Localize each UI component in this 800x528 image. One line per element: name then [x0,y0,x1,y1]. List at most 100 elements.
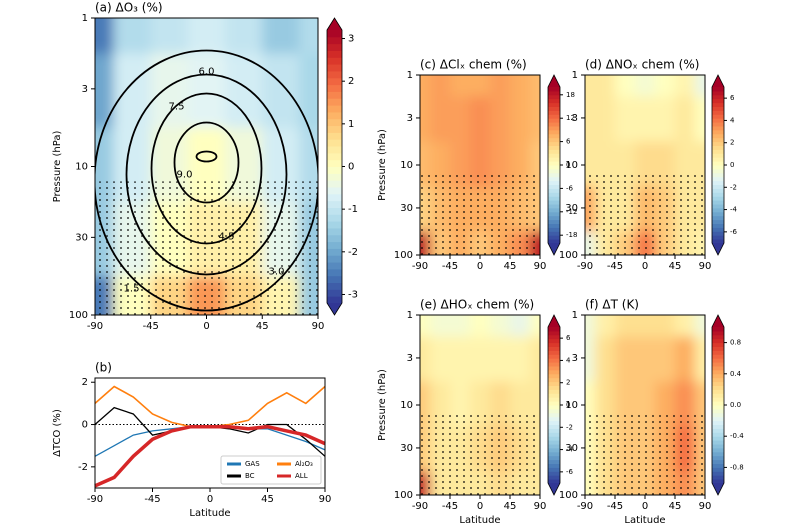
colorbar-swatch [712,231,724,236]
colorbar-swatch [548,463,560,468]
colorbar-swatch [712,342,724,347]
axes: -90 -45 0 45 90 -2 0 2 (b) Latitude ΔTCO (%) GAS BC A… [52,361,331,520]
colorbar-swatch [712,428,724,433]
colorbar-swatch [548,102,560,107]
colorbar-swatch [327,77,342,86]
contour-line [125,73,288,276]
colorbar-swatch [712,239,724,244]
colorbar-swatch [327,180,342,188]
colorbar-swatch [712,126,724,131]
colorbar-swatch [712,358,724,363]
colorbar-swatch [548,447,560,453]
y-tick-label: 100 [559,490,578,501]
heatmap-cell [262,18,300,54]
colorbar-tick-label: 4 [730,116,735,124]
series-line [94,385,326,428]
colorbar-swatch [712,408,724,414]
colorbar-tick-label: -18 [566,231,577,239]
colorbar-swatch [712,188,724,193]
colorbar-swatch [712,401,724,406]
colorbar-swatch [712,200,724,205]
colorbar-tick-label: 0 [566,161,570,169]
heatmap-cell [450,75,471,97]
colorbar-swatch [327,173,342,181]
colorbar-swatch [548,362,560,367]
heatmap-cell [695,96,705,142]
contours [95,49,318,312]
colorbar-swatch [327,234,342,243]
x-tick-label: -45 [607,261,623,272]
y-tick-label: 1 [572,310,578,321]
colorbar-swatch [548,408,560,414]
x-tick-label: 0 [207,494,213,505]
colorbar-swatch [548,432,560,437]
legend-label: ALL [295,472,308,480]
heatmap-cell [187,53,226,129]
heatmap-cell [490,315,511,337]
heatmap-cell [615,336,636,382]
colorbar-swatch [548,172,560,178]
x-axis-label: Latitude [459,515,500,524]
colorbar: -6 -4 -2 0 2 4 6 [547,314,574,496]
colorbar-swatch [712,385,724,390]
colorbar-swatch [548,188,560,193]
colorbar-swatch [327,139,342,147]
heatmap-cell [595,315,616,337]
x-tick-label: 45 [669,501,682,512]
colorbar-swatch [327,105,342,113]
y-tick-label: 30 [400,203,413,214]
heatmap-cell [635,315,656,337]
colorbar-frame [326,17,343,316]
colorbar-swatch [712,215,724,221]
colorbar-swatch [548,428,560,433]
colorbar-swatch [712,338,724,344]
y-tick-label: 30 [75,232,88,243]
colorbar-swatch [548,420,560,425]
heatmap-cell [655,75,676,97]
contour-line [95,49,318,312]
stippling [420,174,540,255]
y-tick-label: 100 [69,310,88,321]
colorbar-swatch [712,412,724,418]
heatmap-cell [95,53,115,129]
colorbar-swatch [327,84,342,92]
heatmap-cell [420,336,431,382]
panel-title: (e) ΔHOₓ chem (%) [420,298,534,312]
colorbar-swatch [712,118,724,123]
heatmap-cell [530,336,540,382]
contour-label: 9.0 [177,170,193,181]
heatmap-cell [615,96,636,142]
colorbar-swatch [548,207,560,213]
colorbar-swatch [548,133,560,139]
colorbar-swatch [548,440,560,445]
colorbar-swatch [327,193,342,202]
heatmap-cell [675,96,696,142]
heatmap-cell [150,53,189,129]
y-tick-label: 3 [407,113,413,124]
heatmap-cell [595,336,616,382]
colorbar-swatch [327,125,342,133]
colorbar-swatch [548,98,560,104]
colorbar-swatch [712,94,724,100]
heatmap-cell [595,96,616,142]
stippling [420,414,540,495]
colorbar-swatch [548,397,560,402]
heatmap-cell [695,141,705,187]
heatmap-cell [635,336,656,382]
heatmap-cell [615,315,636,337]
colorbar-swatch [327,159,342,167]
colorbar-frame [547,314,561,496]
heatmap-cell [615,75,636,97]
heatmap-cell [675,336,696,382]
heatmap-cells [420,75,540,255]
heatmap-cell [490,336,511,382]
x-tick-label: 90 [319,494,332,505]
heatmap-cell [585,336,596,382]
colorbar-swatch [327,221,342,229]
heatmap-cell [430,315,451,337]
contour-label: 4.5 [219,232,235,243]
x-tick-label: -45 [144,494,160,505]
y-axis-label: Pressure (hPa) [52,131,63,203]
y-tick-label: 1 [407,70,413,81]
colorbar-swatch [327,248,342,256]
